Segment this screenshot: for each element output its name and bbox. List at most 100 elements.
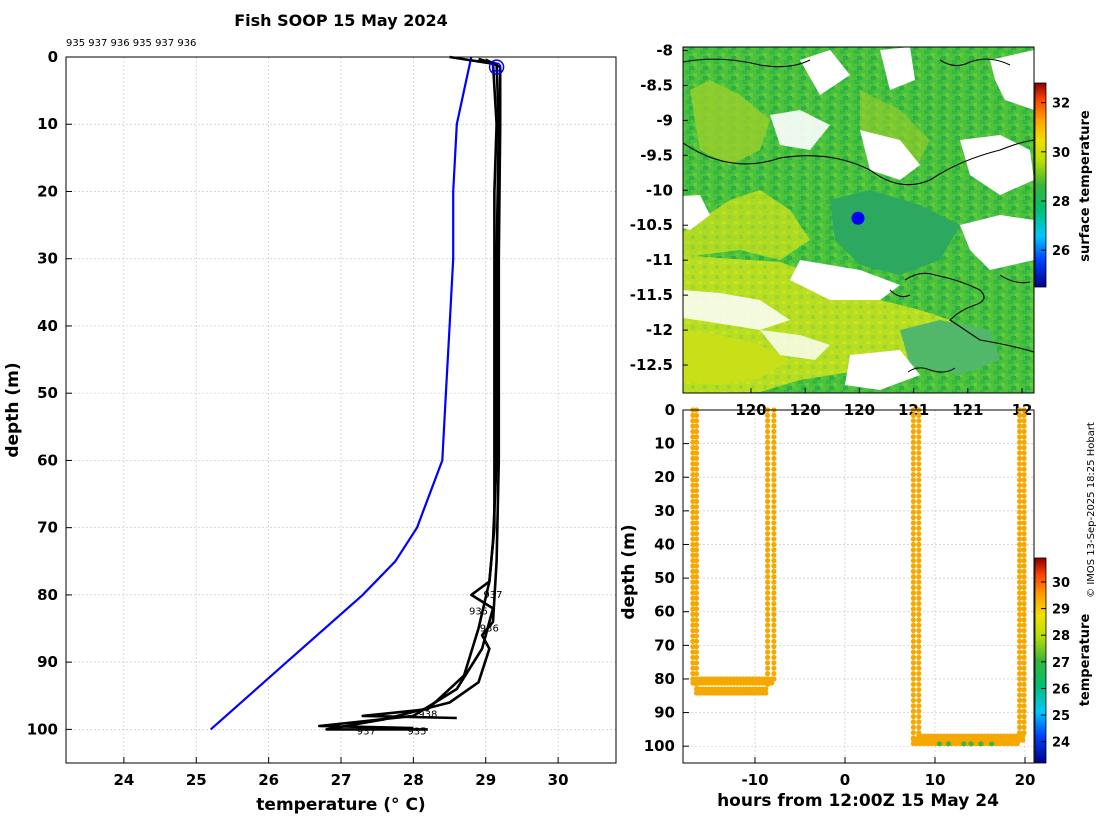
data-point (765, 536, 771, 542)
data-point (916, 714, 922, 720)
data-point (765, 514, 771, 521)
data-point (1017, 471, 1023, 478)
data-point (1017, 455, 1023, 462)
data-point (1021, 418, 1027, 424)
data-point (690, 471, 696, 478)
data-point (910, 724, 917, 730)
data-point (690, 498, 696, 505)
x-tick-label: -10 (741, 771, 768, 789)
data-point (765, 434, 771, 440)
data-point (765, 552, 771, 558)
data-point (1017, 568, 1023, 574)
data-point (916, 455, 922, 462)
data-point (1021, 617, 1027, 623)
data-point (916, 584, 922, 591)
data-point (771, 622, 777, 628)
data-point (693, 633, 700, 639)
data-point (1017, 520, 1023, 526)
data-point (916, 466, 922, 472)
data-point (690, 558, 696, 564)
temperature-colorbar-tick-label: 25 (1052, 709, 1070, 724)
data-point (1017, 412, 1023, 418)
data-point (1021, 601, 1027, 607)
data-point (693, 665, 700, 671)
data-point (693, 622, 700, 628)
temperature-colorbar-tick-label: 24 (1052, 736, 1070, 751)
data-point (690, 428, 696, 435)
data-point (690, 627, 696, 634)
data-point (1017, 445, 1023, 451)
data-point (1021, 714, 1027, 720)
data-point (769, 676, 775, 682)
temperature-colorbar-tick-label: 26 (1052, 682, 1070, 697)
y-tick-label: 70 (37, 519, 58, 537)
data-point (910, 488, 917, 494)
data-point (765, 488, 771, 494)
data-point (693, 541, 700, 548)
lat-tick-label: -9.5 (640, 146, 673, 164)
data-point (910, 627, 917, 634)
data-point (771, 649, 777, 655)
data-point (1021, 477, 1027, 483)
data-point (765, 584, 771, 591)
data-point (693, 471, 700, 478)
data-point (916, 498, 922, 505)
data-point (690, 638, 696, 644)
data-point (916, 654, 922, 661)
data-point (1021, 455, 1027, 462)
data-point (916, 445, 922, 451)
data-point (1017, 627, 1023, 634)
data-point (1021, 681, 1027, 687)
data-point (1017, 687, 1023, 693)
data-point (1021, 719, 1027, 725)
data-point (910, 445, 917, 451)
data-point (693, 611, 700, 618)
data-point (910, 584, 917, 591)
data-point (693, 514, 700, 521)
data-point (916, 595, 922, 601)
data-point (910, 563, 917, 569)
data-point (771, 574, 777, 580)
data-point (1021, 692, 1027, 698)
data-point (1017, 423, 1023, 429)
x-tick-label: 10 (925, 771, 946, 789)
surface-marker-inner (491, 62, 502, 72)
y-tick-label: 20 (654, 468, 675, 486)
profile-x-axis-label: temperature (° C) (256, 795, 425, 815)
data-point (1017, 692, 1023, 698)
data-point (771, 514, 777, 521)
lat-tick-label: -11.5 (630, 286, 673, 304)
data-point (1017, 514, 1023, 521)
data-point (916, 477, 922, 483)
data-point (1021, 461, 1027, 467)
data-point (1021, 633, 1027, 639)
data-point (763, 686, 769, 692)
data-point (1021, 627, 1027, 634)
data-point (910, 574, 917, 580)
data-point (693, 466, 700, 472)
data-point (690, 423, 696, 429)
data-point (693, 670, 700, 677)
data-point (765, 412, 771, 418)
data-point (690, 461, 696, 467)
data-point (693, 504, 700, 510)
data-point (910, 719, 917, 725)
data-point-cool (961, 741, 967, 747)
data-point (765, 558, 771, 564)
x-tick-label: 30 (548, 771, 569, 789)
data-point (693, 434, 700, 440)
temperature-colorbar (1034, 557, 1047, 764)
x-tick-label: 24 (113, 771, 134, 789)
data-point (916, 633, 922, 639)
data-point (1017, 697, 1023, 704)
profile-line (361, 55, 498, 720)
data-point (690, 504, 696, 510)
data-point (771, 434, 777, 440)
data-point (916, 525, 922, 531)
data-point (910, 531, 917, 537)
sst-colorbar-tick-label: 30 (1052, 146, 1070, 161)
y-tick-label: 60 (37, 451, 58, 469)
data-point (1021, 412, 1027, 418)
data-point (765, 622, 771, 628)
data-point (1021, 466, 1027, 472)
